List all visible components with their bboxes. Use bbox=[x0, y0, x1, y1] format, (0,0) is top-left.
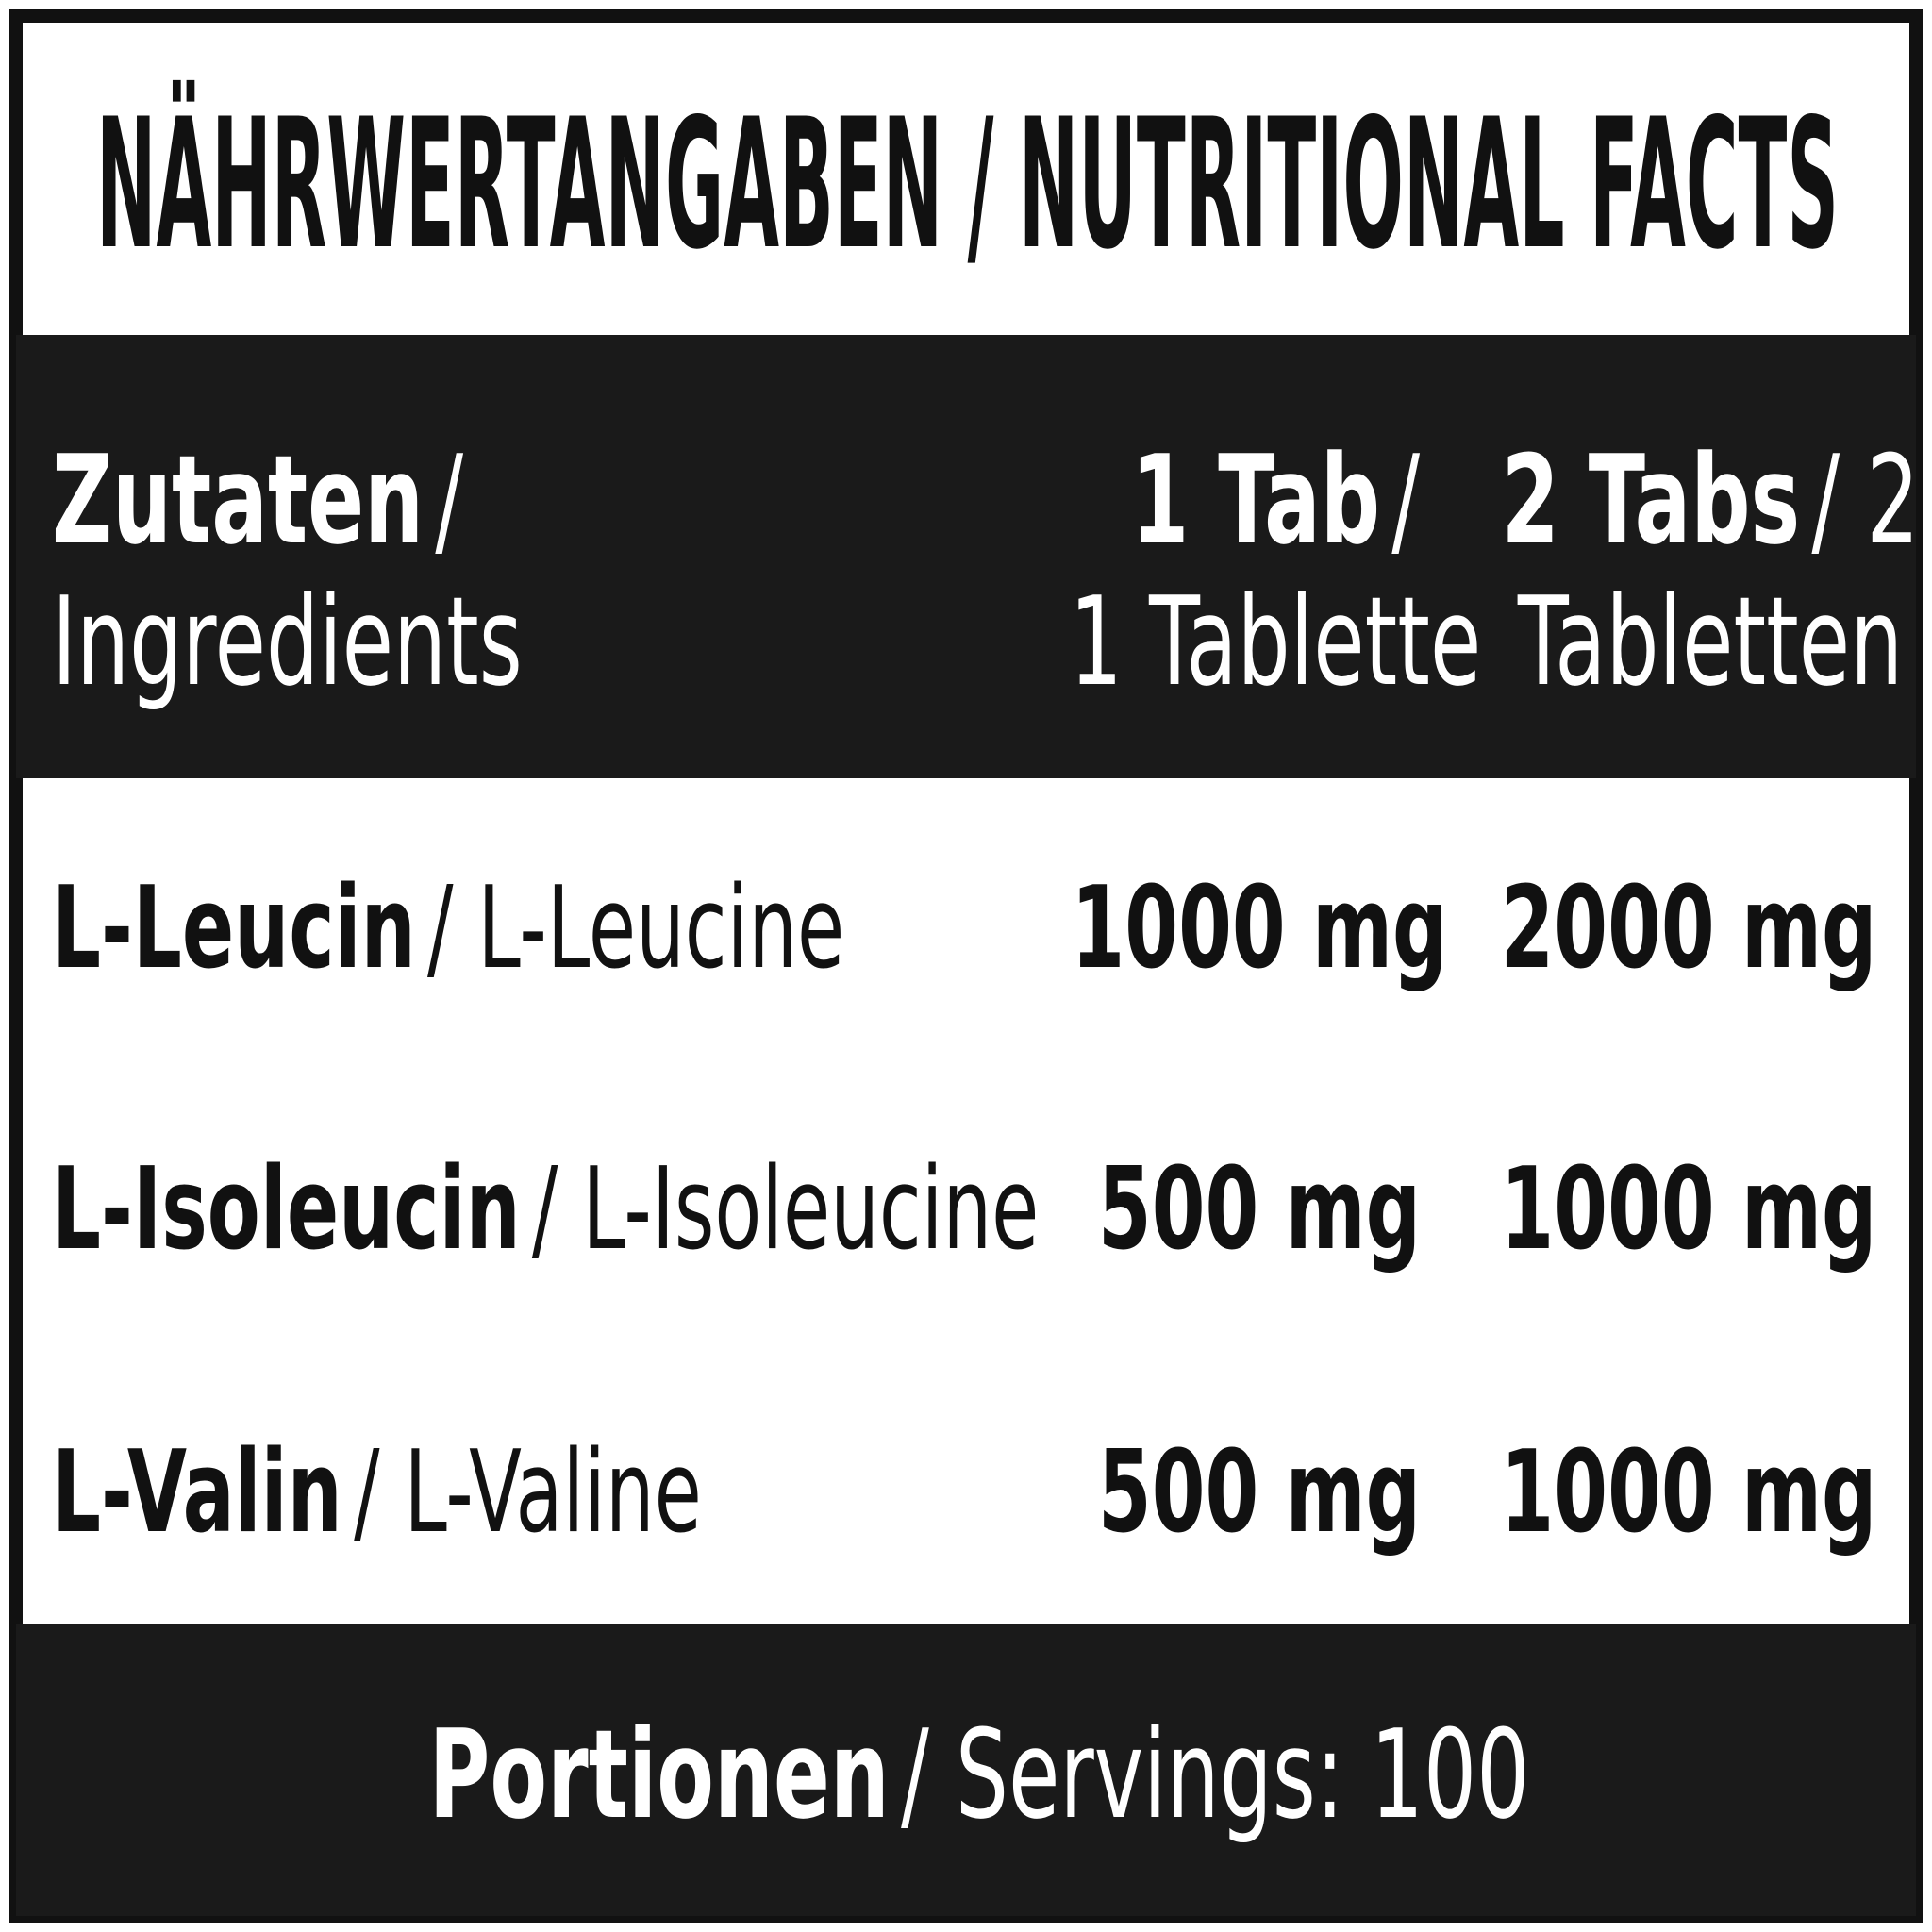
header-line2: 1 Tablette bbox=[1070, 572, 1482, 714]
header-rest: / bbox=[1391, 430, 1420, 573]
amount-2-tabs: 2000 mg bbox=[1501, 863, 1877, 994]
ingredient-name: L-Isoleucin / L-Isoleucine bbox=[52, 1144, 1039, 1275]
header-line2: Tabletten bbox=[1517, 572, 1903, 714]
name-bold: L-Isoleucin bbox=[52, 1144, 521, 1275]
name-bold: L-Valin bbox=[52, 1427, 342, 1558]
name-rest: / L-Valine bbox=[354, 1427, 702, 1558]
footer-bold: Portionen bbox=[429, 1705, 890, 1847]
header-line2: Ingredients bbox=[52, 572, 523, 714]
footer-band bbox=[16, 1624, 1916, 1916]
ingredient-name: L-Leucin / L-Leucine bbox=[52, 863, 844, 994]
header-bold: 2 Tabs bbox=[1501, 430, 1800, 573]
name-rest: / L-Isoleucine bbox=[532, 1144, 1039, 1275]
footer-text: Portionen/ Servings: 100 bbox=[429, 1705, 1530, 1847]
header-band bbox=[16, 335, 1916, 778]
column-header: 2 Tabs/ 2 bbox=[1501, 430, 1919, 573]
column-header: 1 Tab/ bbox=[1131, 430, 1421, 573]
name-bold: L-Leucin bbox=[52, 863, 416, 994]
header-bold: 1 Tab bbox=[1131, 430, 1380, 573]
amount-1-tab: 500 mg bbox=[1098, 1427, 1421, 1558]
header-bold: Zutaten bbox=[52, 430, 424, 573]
name-rest: / L-Leucine bbox=[427, 863, 844, 994]
ingredient-name: L-Valin / L-Valine bbox=[52, 1427, 702, 1558]
amount-1-tab: 1000 mg bbox=[1072, 863, 1448, 994]
amount-2-tabs: 1000 mg bbox=[1501, 1144, 1877, 1275]
footer-rest: / Servings: 100 bbox=[901, 1705, 1529, 1847]
amount-2-tabs: 1000 mg bbox=[1501, 1427, 1877, 1558]
header-rest: / 2 bbox=[1811, 430, 1919, 573]
amount-1-tab: 500 mg bbox=[1098, 1144, 1421, 1275]
column-header: Zutaten/ bbox=[52, 430, 464, 573]
header-rest: / bbox=[435, 430, 463, 573]
title: NÄHRWERTANGABEN / NUTRITIONAL FACTS bbox=[96, 79, 1839, 289]
